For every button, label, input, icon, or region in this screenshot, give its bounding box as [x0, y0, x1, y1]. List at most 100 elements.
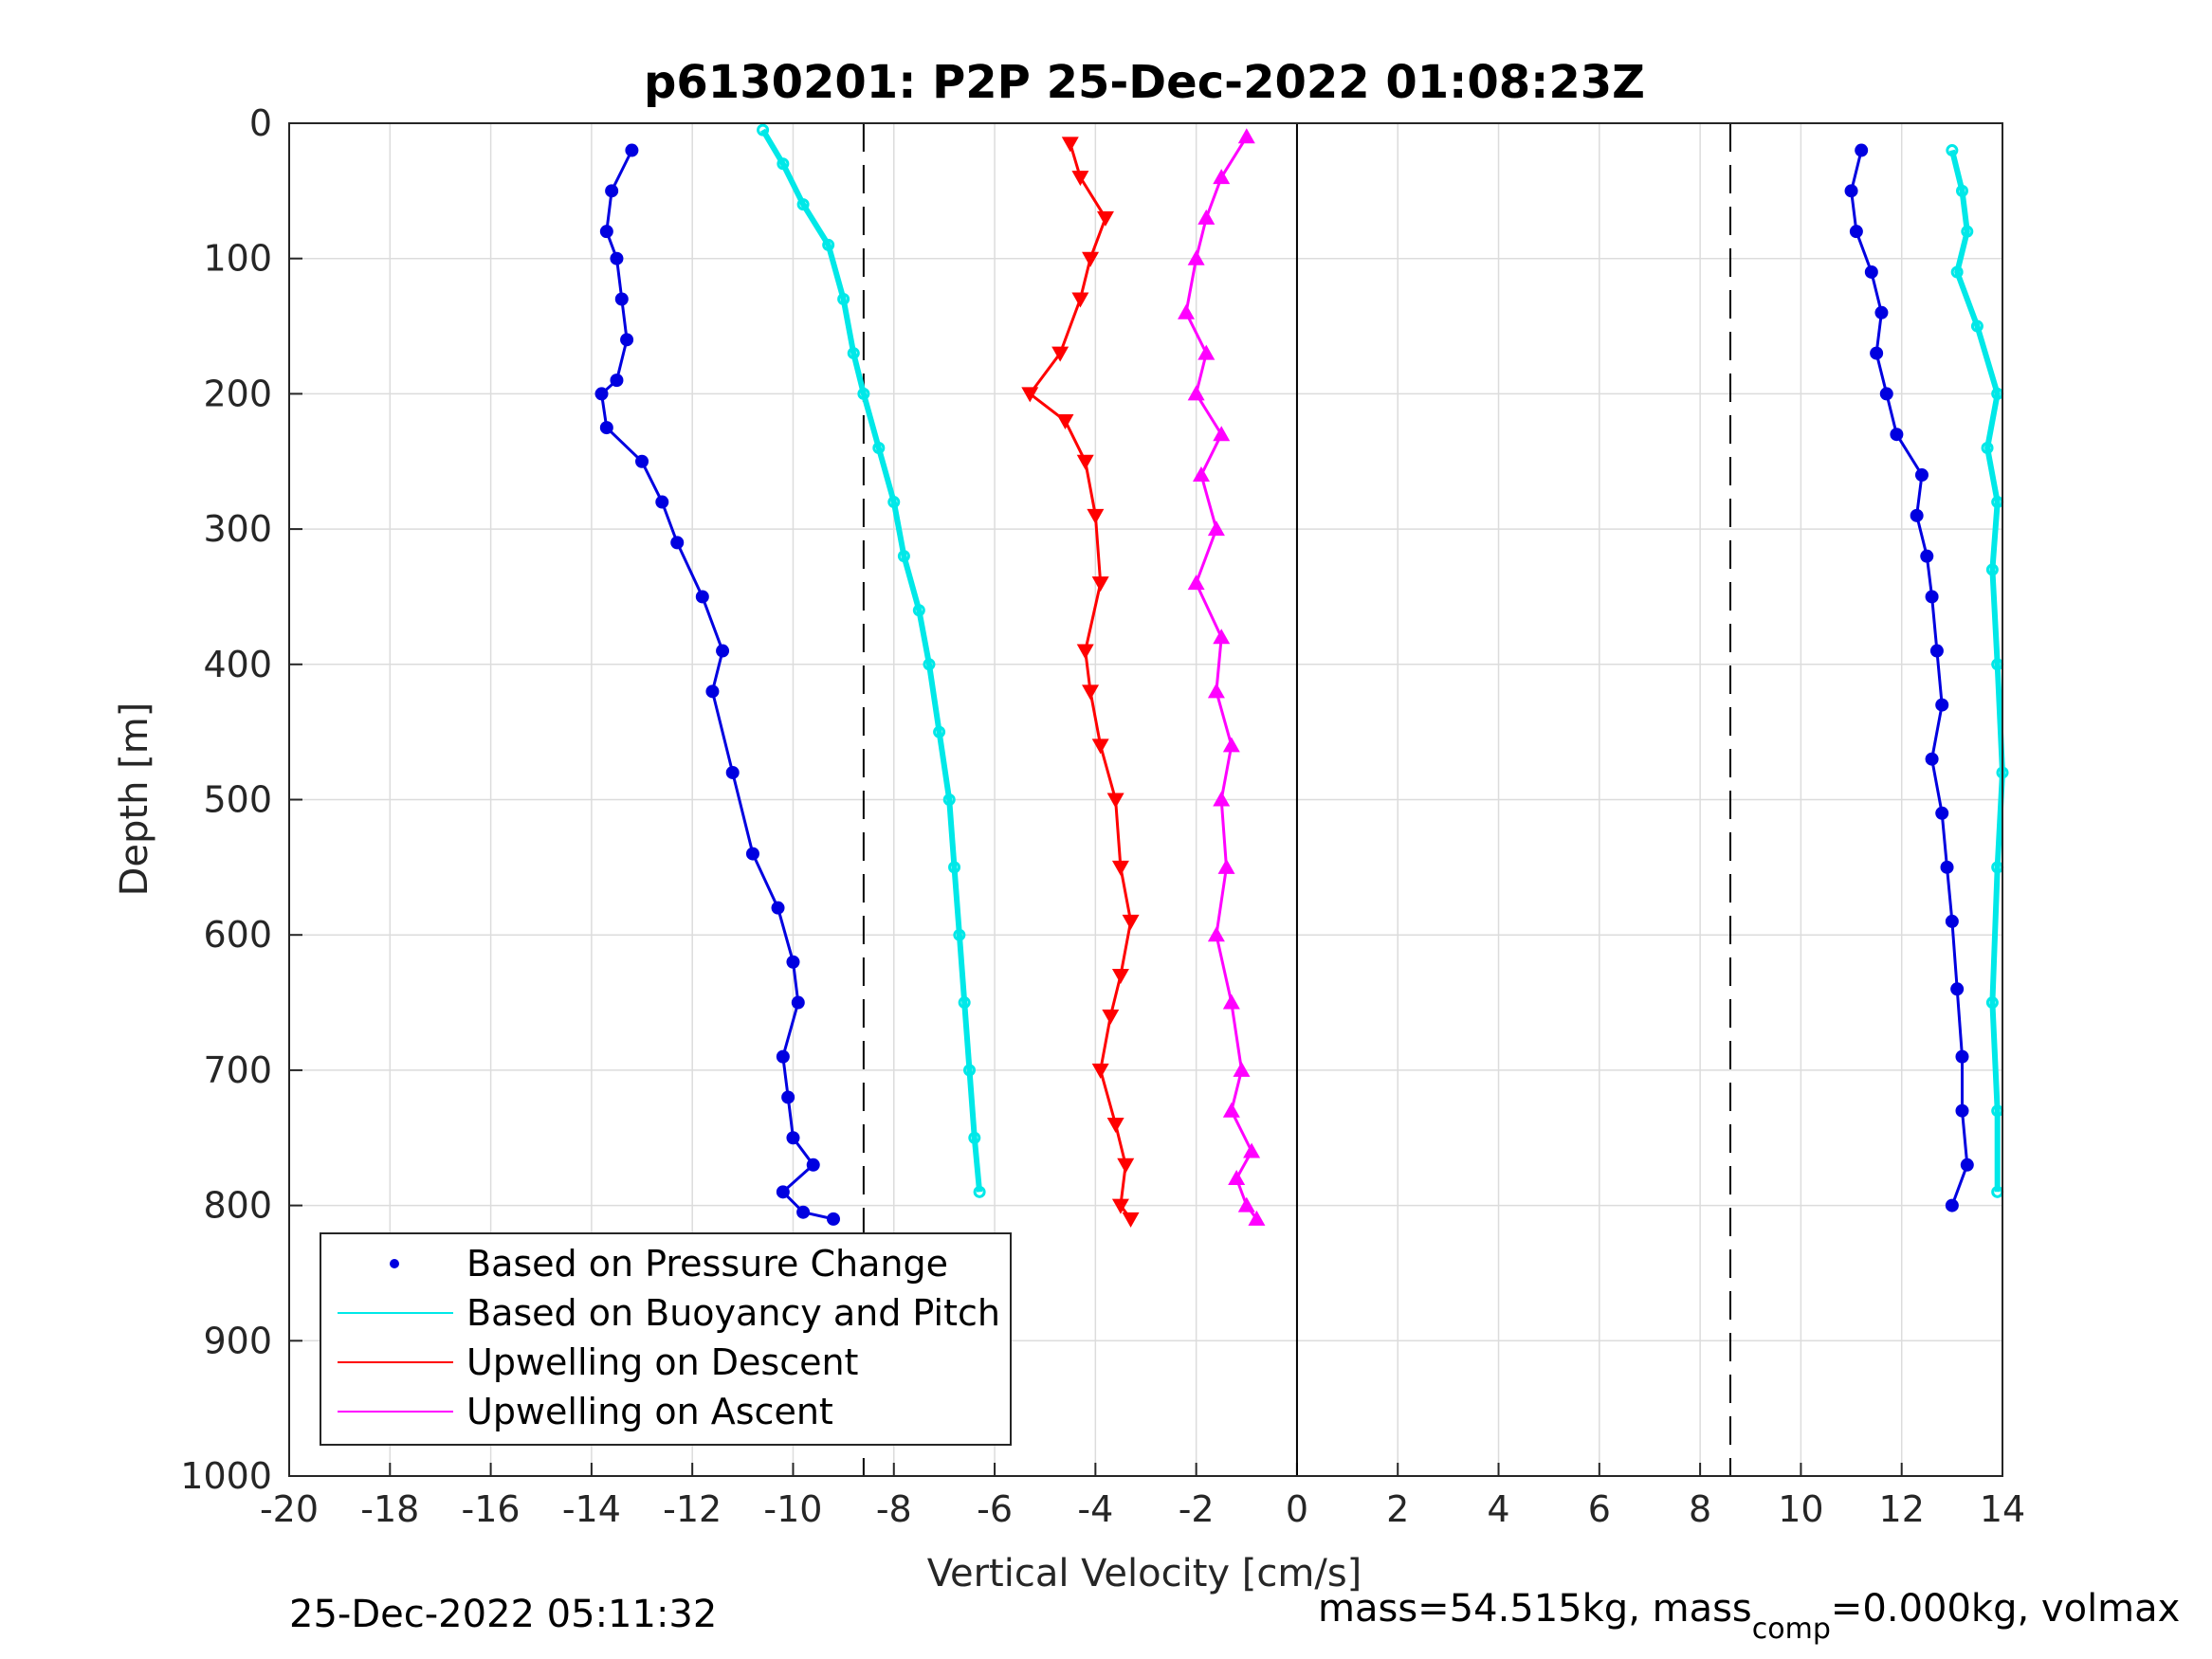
data-point	[1955, 1049, 1969, 1064]
x-tick-label: -6	[977, 1488, 1013, 1530]
footer-timestamp: 25-Dec-2022 05:11:32	[289, 1593, 717, 1636]
data-point	[1207, 520, 1225, 537]
data-point	[1091, 738, 1109, 755]
x-axis-label: Vertical Velocity [cm/s]	[927, 1552, 1362, 1595]
x-tick-label: -10	[763, 1488, 822, 1530]
mass-subscript: comp	[1752, 1613, 1831, 1646]
x-tick-label: -12	[663, 1488, 722, 1530]
y-tick-label: 100	[203, 238, 272, 280]
data-point	[1207, 683, 1225, 699]
data-point	[605, 184, 619, 198]
x-tick-label: -4	[1077, 1488, 1113, 1530]
data-point	[1076, 644, 1094, 660]
series-line	[1850, 150, 1969, 1207]
legend-box	[320, 1232, 1012, 1446]
series-0	[594, 143, 1974, 1226]
x-tick-label: 8	[1689, 1488, 1711, 1530]
data-point	[1945, 1198, 1959, 1212]
data-point	[1222, 1102, 1240, 1118]
data-point	[1920, 549, 1934, 563]
data-point	[776, 1049, 790, 1064]
data-point	[1910, 508, 1924, 522]
data-point	[757, 123, 770, 137]
data-point	[933, 725, 946, 738]
data-point	[610, 374, 624, 388]
chart-title: p6130201: P2P 25-Dec-2022 01:08:23Z	[644, 56, 1645, 109]
data-point	[1864, 264, 1878, 279]
x-tick-label: 2	[1386, 1488, 1409, 1530]
data-point	[1237, 128, 1255, 144]
y-tick-label: 600	[203, 914, 272, 956]
series-line	[1184, 136, 1258, 1220]
data-point	[599, 421, 613, 435]
data-point	[1855, 143, 1869, 157]
data-point	[1950, 265, 1964, 279]
data-point	[948, 861, 961, 874]
data-point	[1178, 303, 1196, 319]
grid-lines	[288, 122, 2003, 1477]
data-point	[953, 928, 966, 941]
data-point	[614, 292, 629, 306]
legend-label: Based on Pressure Change	[466, 1243, 948, 1285]
data-point	[1061, 137, 1079, 153]
data-point	[1945, 914, 1959, 928]
plot-frame	[288, 122, 2003, 1477]
series-line	[760, 128, 983, 1193]
data-point	[1213, 426, 1231, 442]
mass-suffix: =0.000kg, volmax	[1831, 1587, 2180, 1631]
data-point	[599, 225, 613, 239]
data-point	[670, 536, 685, 550]
data-point	[776, 1185, 790, 1199]
data-point	[1925, 590, 1939, 604]
data-point	[655, 495, 669, 509]
series-line	[1948, 149, 2005, 1193]
data-point	[1106, 793, 1124, 809]
plot-series	[594, 123, 2009, 1228]
data-point	[1051, 346, 1069, 362]
data-point	[822, 238, 835, 251]
x-tick-label: 12	[1879, 1488, 1925, 1530]
data-point	[887, 496, 901, 509]
series-line	[600, 149, 834, 1221]
data-point	[1213, 169, 1231, 185]
x-tick-label: -2	[1179, 1488, 1215, 1530]
data-point	[745, 847, 759, 861]
mass-prefix: mass=54.515kg, mass	[1318, 1587, 1752, 1631]
data-point	[1197, 344, 1216, 360]
data-point	[1929, 644, 1944, 658]
data-point	[1844, 184, 1858, 198]
y-tick-label: 300	[203, 508, 272, 550]
data-point	[1890, 428, 1904, 442]
data-point	[1082, 684, 1100, 701]
data-point	[781, 1090, 795, 1104]
data-point	[942, 793, 956, 806]
data-point	[1192, 466, 1210, 483]
data-point	[786, 1131, 800, 1145]
x-tick-label: -20	[260, 1488, 319, 1530]
data-point	[1879, 387, 1893, 401]
data-point	[705, 684, 720, 699]
x-tick-label: -14	[562, 1488, 621, 1530]
data-point	[847, 347, 860, 360]
data-point	[1187, 385, 1205, 401]
legend-label: Upwelling on Ascent	[466, 1391, 833, 1432]
data-point	[1056, 413, 1074, 429]
x-tick-label: -8	[876, 1488, 912, 1530]
data-point	[1071, 171, 1089, 187]
series-3	[1178, 128, 1266, 1226]
data-point	[1950, 982, 1965, 996]
data-point	[1925, 752, 1939, 766]
data-point	[1222, 737, 1240, 753]
x-tick-label: 6	[1588, 1488, 1611, 1530]
data-point	[1935, 698, 1949, 712]
x-tick-label: 14	[1980, 1488, 2025, 1530]
data-point	[1096, 210, 1114, 227]
y-tick-label: 0	[249, 102, 272, 144]
y-tick-label: 500	[203, 779, 272, 821]
data-point	[1970, 319, 1983, 333]
data-point	[806, 1158, 820, 1172]
data-point	[1122, 914, 1140, 930]
data-point	[1071, 292, 1089, 308]
data-point	[1207, 926, 1225, 942]
